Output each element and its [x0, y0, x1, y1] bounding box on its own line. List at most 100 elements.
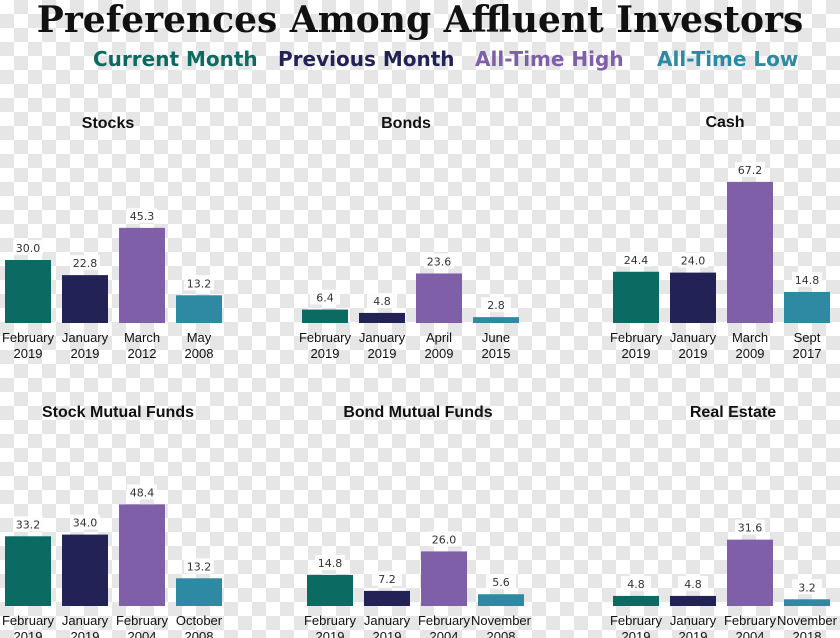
data-label: 14.8	[795, 274, 820, 287]
tick-label: 2012	[128, 346, 157, 361]
legend-item-current-month: Current Month	[93, 47, 258, 71]
data-label: 30.0	[16, 242, 41, 255]
data-label: 2.8	[487, 299, 505, 312]
tick-label: March	[732, 330, 768, 345]
bar	[478, 594, 524, 606]
bar	[62, 534, 108, 606]
data-label-background	[70, 514, 100, 530]
chart-title: Bond Mutual Funds	[343, 404, 492, 421]
tick-label: February	[418, 613, 471, 628]
tick-label: October	[176, 613, 223, 628]
bar	[307, 574, 353, 606]
tick-label: November	[777, 613, 838, 628]
tick-label: March	[124, 330, 160, 345]
tick-label: 2015	[482, 346, 511, 361]
chart-title: Cash	[705, 114, 744, 131]
data-label-background	[735, 519, 765, 535]
tick-label: 2019	[622, 629, 651, 638]
tick-label: January	[359, 330, 406, 345]
bar	[727, 181, 773, 323]
tick-label: February	[304, 613, 357, 628]
bar	[176, 295, 222, 323]
data-label-background	[310, 289, 340, 305]
tick-label: 2019	[373, 629, 402, 638]
data-label: 45.3	[130, 210, 155, 223]
tick-label: February	[610, 330, 663, 345]
tick-label: 2019	[71, 346, 100, 361]
data-label: 31.6	[738, 522, 763, 535]
data-label-background	[481, 297, 511, 313]
data-label-background	[678, 252, 708, 268]
tick-label: 2019	[14, 629, 43, 638]
data-label-background	[621, 251, 651, 267]
legend-item-all-time-low: All-Time Low	[657, 47, 799, 71]
tick-label: February	[299, 330, 352, 345]
bar	[302, 309, 348, 323]
data-label-background	[184, 275, 214, 291]
data-label: 34.0	[73, 517, 98, 530]
data-label-background	[792, 579, 822, 595]
data-label-background	[13, 240, 43, 255]
tick-label: 2004	[128, 629, 157, 638]
tick-label: 2008	[487, 629, 516, 638]
bar	[784, 599, 830, 606]
chart-title: Real Estate	[690, 404, 776, 421]
legend: Current Month Previous Month All-Time Hi…	[0, 47, 840, 77]
tick-label: 2018	[793, 629, 822, 638]
data-label-background	[735, 161, 765, 177]
data-label-background	[372, 570, 402, 586]
chart-panel: Real Estate4.8February20194.8January2019…	[610, 404, 838, 638]
data-label-background	[792, 271, 822, 287]
data-label: 3.2	[798, 581, 816, 594]
data-label-background	[127, 207, 157, 223]
tick-label: 2019	[368, 346, 397, 361]
data-label: 4.8	[627, 578, 645, 591]
data-label: 26.0	[432, 533, 457, 546]
data-label-background	[70, 255, 100, 271]
bar	[784, 291, 830, 323]
data-label: 7.2	[378, 573, 396, 586]
data-label-background	[486, 574, 516, 590]
tick-label: 2009	[736, 346, 765, 361]
bar	[670, 272, 716, 323]
data-label: 33.2	[16, 518, 41, 531]
bar	[416, 273, 462, 323]
tick-label: 2019	[316, 629, 345, 638]
chart-title: Stock Mutual Funds	[42, 404, 194, 421]
tick-label: February	[610, 613, 663, 628]
tick-label: 2009	[425, 346, 454, 361]
bar	[5, 260, 51, 323]
page-title: Preferences Among Affluent Investors	[36, 0, 804, 41]
tick-label: 2019	[679, 346, 708, 361]
bar	[5, 536, 51, 606]
data-label: 24.4	[624, 254, 649, 267]
chart-panel: Bond Mutual Funds14.8February20197.2Janu…	[304, 404, 532, 638]
bar	[119, 504, 165, 606]
tick-label: 2019	[622, 346, 651, 361]
data-label-background	[127, 484, 157, 500]
tick-label: 2019	[71, 629, 100, 638]
tick-label: Sept	[794, 330, 821, 345]
tick-label: 2019	[311, 346, 340, 361]
tick-label: November	[471, 613, 532, 628]
legend-item-all-time-high: All-Time High	[475, 47, 624, 71]
tick-label: May	[187, 330, 212, 345]
tick-label: January	[670, 613, 717, 628]
bar	[119, 227, 165, 323]
data-label-background	[621, 575, 651, 591]
data-label-background	[678, 575, 708, 591]
tick-label: 2019	[14, 346, 43, 361]
chart-panel: Cash24.4February201924.0January201967.2M…	[610, 114, 830, 361]
tick-label: February	[2, 613, 55, 628]
bar	[613, 271, 659, 323]
data-label: 13.2	[187, 560, 212, 573]
tick-label: January	[62, 613, 109, 628]
data-label: 6.4	[316, 292, 334, 305]
bar	[359, 312, 405, 323]
data-label: 23.6	[427, 255, 452, 268]
tick-label: January	[62, 330, 109, 345]
data-label: 48.4	[130, 486, 155, 499]
tick-label: February	[116, 613, 169, 628]
tick-label: January	[364, 613, 411, 628]
